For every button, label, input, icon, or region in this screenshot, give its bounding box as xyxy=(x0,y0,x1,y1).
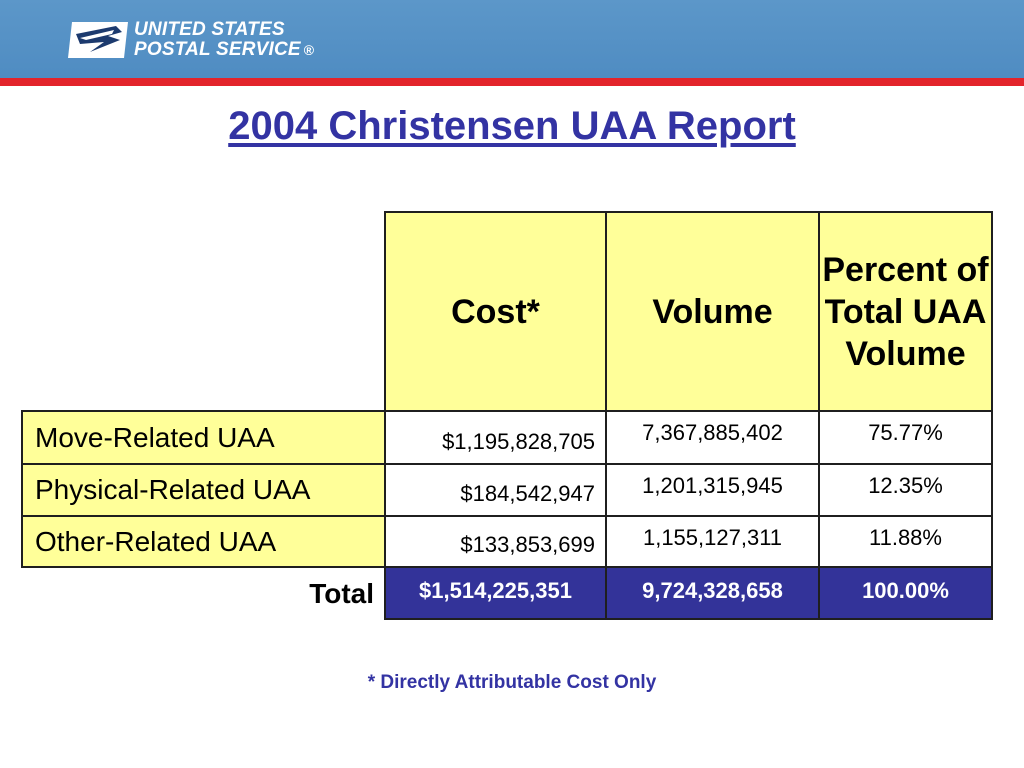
table-total-row: Total $1,514,225,351 9,724,328,658 100.0… xyxy=(22,566,993,620)
volume-cell: 1,155,127,311 xyxy=(605,515,820,568)
header-red-rule xyxy=(0,78,1024,86)
logo-line2: POSTAL SERVICE xyxy=(134,39,301,60)
column-header-cost: Cost* xyxy=(384,211,607,412)
total-volume-cell: 9,724,328,658 xyxy=(605,566,820,620)
volume-cell: 1,201,315,945 xyxy=(605,463,820,517)
percent-cell: 75.77% xyxy=(818,410,993,465)
usps-logo: UNITED STATES POSTAL SERVICE ® xyxy=(66,18,314,62)
column-header-percent: Percent of Total UAA Volume xyxy=(818,211,993,412)
logo-text: UNITED STATES POSTAL SERVICE ® xyxy=(134,20,314,60)
cost-cell: $184,542,947 xyxy=(384,463,607,517)
total-cost-cell: $1,514,225,351 xyxy=(384,566,607,620)
table-row: Physical-Related UAA $184,542,947 1,201,… xyxy=(21,463,993,517)
row-label: Other-Related UAA xyxy=(21,515,386,568)
row-label: Physical-Related UAA xyxy=(21,463,386,517)
table-corner xyxy=(22,212,385,411)
percent-cell: 11.88% xyxy=(818,515,993,568)
row-label: Move-Related UAA xyxy=(21,410,386,465)
table-header-row: Cost* Volume Percent of Total UAA Volume xyxy=(22,211,993,412)
cost-cell: $133,853,699 xyxy=(384,515,607,568)
percent-cell: 12.35% xyxy=(818,463,993,517)
eagle-icon xyxy=(68,22,128,58)
table-row: Move-Related UAA $1,195,828,705 7,367,88… xyxy=(21,410,993,465)
table-row: Other-Related UAA $133,853,699 1,155,127… xyxy=(21,515,993,568)
logo-line1: UNITED STATES xyxy=(134,19,285,40)
total-label: Total xyxy=(22,567,385,619)
footnote: * Directly Attributable Cost Only xyxy=(367,672,657,693)
column-header-volume: Volume xyxy=(605,211,820,412)
total-percent-cell: 100.00% xyxy=(818,566,993,620)
uaa-table: Cost* Volume Percent of Total UAA Volume… xyxy=(21,211,993,620)
header-band: UNITED STATES POSTAL SERVICE ® xyxy=(0,0,1024,78)
page-title: 2004 Christensen UAA Report xyxy=(228,104,796,148)
cost-cell: $1,195,828,705 xyxy=(384,410,607,465)
registered-mark: ® xyxy=(303,42,315,58)
volume-cell: 7,367,885,402 xyxy=(605,410,820,465)
